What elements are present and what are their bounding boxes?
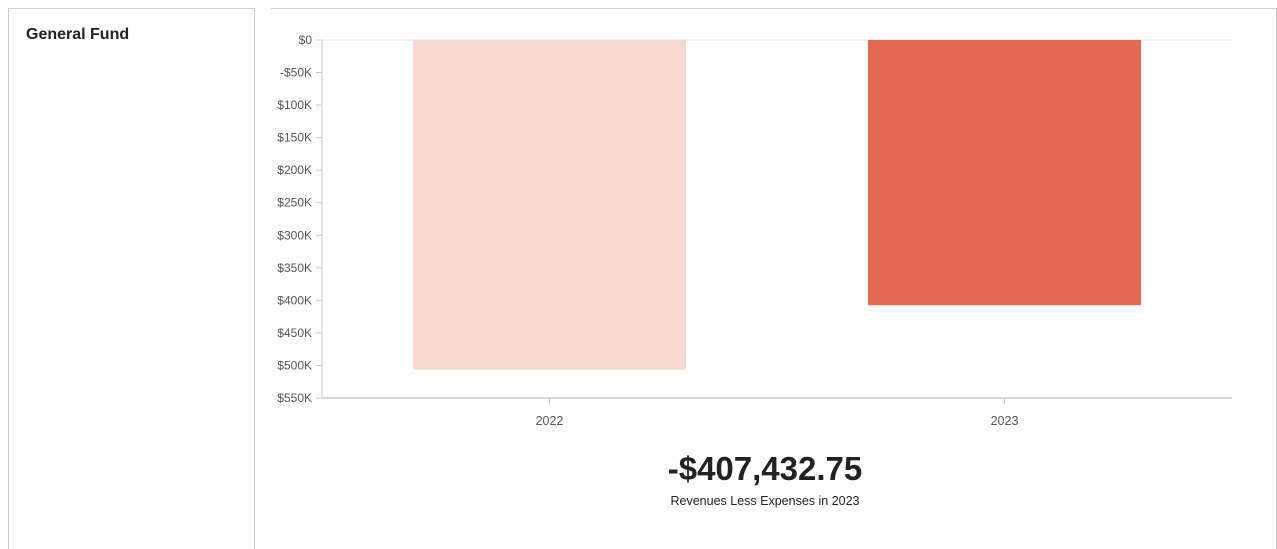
- y-tick-label: $100K: [277, 98, 312, 112]
- y-tick-label: $500K: [277, 358, 312, 372]
- panel-divider: [254, 8, 255, 549]
- y-tick-label: $150K: [277, 131, 312, 145]
- y-tick-label: -$50K: [280, 66, 312, 80]
- y-tick-label: $450K: [277, 326, 312, 340]
- y-tick-label: $300K: [277, 228, 312, 242]
- y-tick-label: $0: [299, 33, 313, 47]
- y-tick-label: $350K: [277, 261, 312, 275]
- summary-value: -$407,432.75: [667, 450, 863, 487]
- y-tick-label: $250K: [277, 196, 312, 210]
- y-tick-label: $550K: [277, 391, 312, 405]
- summary-caption: Revenues Less Expenses in 2023: [670, 494, 860, 508]
- axis-layer: $0 -$50K $100K $150K $200K $250K $300K $350K $40…: [255, 0, 1232, 428]
- fund-title: General Fund: [26, 26, 130, 43]
- x-tick-label: 2022: [536, 414, 564, 428]
- bar-2022[interactable]: [413, 40, 686, 370]
- label-clip-mask: [255, 0, 271, 420]
- bars-layer: [413, 40, 1141, 370]
- y-tick-label: $400K: [277, 293, 312, 307]
- y-tick-label: $200K: [277, 163, 312, 177]
- x-tick-label: 2023: [991, 414, 1019, 428]
- bar-2023[interactable]: [868, 40, 1141, 306]
